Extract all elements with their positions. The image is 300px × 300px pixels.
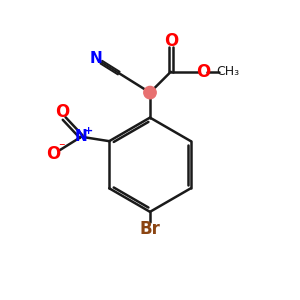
Text: Br: Br — [140, 220, 160, 238]
Text: +: + — [84, 126, 94, 136]
Text: O: O — [56, 103, 70, 121]
Circle shape — [144, 86, 156, 99]
Text: N: N — [75, 129, 88, 144]
Text: N: N — [89, 51, 102, 66]
Text: CH₃: CH₃ — [217, 65, 240, 78]
Text: O: O — [46, 145, 61, 163]
Text: ⁻: ⁻ — [58, 141, 65, 154]
Text: O: O — [164, 32, 178, 50]
Text: O: O — [196, 63, 210, 81]
